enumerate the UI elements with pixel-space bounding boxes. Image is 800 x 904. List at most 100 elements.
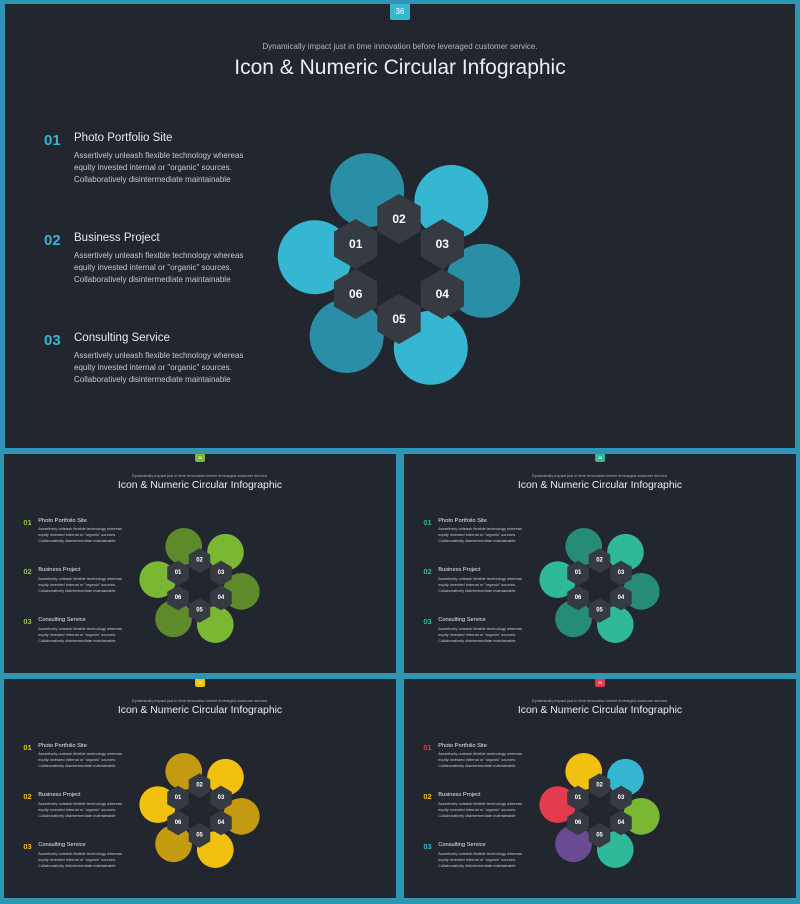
petal-4 [222, 797, 260, 835]
item-title: Photo Portfolio Site [38, 517, 87, 524]
item-title: Business Project [38, 792, 81, 799]
petal-1 [139, 786, 177, 823]
item-description: Assertively unleash flexible technology … [74, 351, 244, 384]
hexagon-label: 04 [218, 595, 225, 601]
hexagon-3 [420, 219, 464, 269]
circular-infographic: 01 02 03 04 05 06 [539, 753, 660, 868]
item-description: Assertively unleash flexible technology … [38, 526, 122, 544]
hexagon-6 [334, 269, 378, 319]
hexagon-2 [188, 548, 211, 574]
hexagon-2 [588, 773, 611, 799]
hexagon-3 [210, 785, 232, 811]
slide-variant-multicolor: 36 Dynamically impact just in time innova… [404, 679, 796, 898]
hexagon-label: 03 [618, 795, 625, 801]
slide-title: Icon & Numeric Circular Infographic [517, 704, 683, 716]
hexagon-label: 01 [349, 237, 363, 251]
slide-title: Icon & Numeric Circular Infographic [517, 479, 683, 491]
hexagon-label: 06 [175, 820, 182, 826]
hexagon-1 [567, 560, 589, 586]
item-title: Photo Portfolio Site [74, 132, 173, 144]
slide-main: 36 Dynamically impact just in time innova… [5, 4, 795, 448]
item-number: 02 [423, 792, 432, 802]
item-number: 03 [23, 841, 32, 851]
petal-4 [222, 572, 260, 610]
petal-3 [414, 165, 489, 239]
hexagon-label: 05 [596, 607, 603, 613]
petal-1 [539, 561, 577, 598]
slide-subtitle: Dynamically impact just in time innovati… [131, 472, 268, 478]
hexagon-5 [188, 597, 211, 623]
item-description: Assertively unleash flexible technology … [38, 751, 122, 769]
petal-1 [277, 220, 352, 295]
hexagon-5 [188, 822, 211, 848]
hexagon-label: 03 [436, 237, 450, 251]
hexagon-label: 01 [575, 795, 582, 801]
hexagon-label: 06 [575, 595, 582, 601]
page-number: 36 [595, 454, 605, 462]
item-title: Consulting Service [438, 841, 486, 848]
hexagon-3 [610, 560, 632, 586]
item-title: Business Project [438, 792, 481, 799]
hexagon-2 [188, 773, 211, 799]
item-number: 01 [423, 517, 432, 527]
hexagon-label: 02 [392, 212, 406, 226]
item-description: Assertively unleash flexible technology … [38, 801, 122, 818]
page-number: 36 [195, 454, 205, 462]
slide-subtitle: Dynamically impact just in time innovati… [131, 697, 268, 703]
hexagon-5 [588, 822, 611, 848]
hexagon-2 [588, 548, 611, 574]
hexagon-2 [377, 194, 421, 244]
slide-variant-green: 36 Dynamically impact just in time innova… [4, 454, 396, 673]
hexagon-1 [167, 785, 189, 811]
item-title: Photo Portfolio Site [438, 742, 487, 749]
hexagon-label: 02 [196, 558, 203, 564]
hexagon-4 [210, 585, 232, 611]
hexagon-5 [588, 597, 611, 623]
petal-4 [622, 572, 660, 610]
item-description: Assertively unleash flexible technology … [74, 251, 244, 284]
hexagon-label: 04 [618, 595, 625, 601]
circular-infographic: 01 02 03 04 05 06 [139, 753, 260, 868]
petal-3 [607, 533, 644, 571]
petal-3 [607, 758, 644, 796]
petal-4 [622, 797, 660, 835]
hexagon-label: 06 [175, 595, 182, 601]
hexagon-label: 01 [575, 570, 582, 576]
item-description: Assertively unleash flexible technology … [438, 576, 522, 593]
item-description: Assertively unleash flexible technology … [438, 526, 522, 544]
page-number: 36 [195, 679, 205, 687]
item-number: 02 [23, 792, 32, 802]
petal-6 [555, 825, 592, 863]
hexagon-4 [610, 810, 632, 836]
item-number: 01 [44, 132, 61, 149]
hexagon-4 [610, 585, 632, 611]
item-number: 01 [23, 742, 32, 752]
item-title: Photo Portfolio Site [38, 742, 87, 749]
hexagon-label: 03 [218, 570, 225, 576]
slide-variant-teal: 36 Dynamically impact just in time innova… [404, 454, 796, 673]
hexagon-label: 03 [618, 570, 625, 576]
hexagon-label: 02 [596, 558, 603, 564]
slide-title: Icon & Numeric Circular Infographic [234, 56, 566, 79]
hexagon-label: 05 [196, 607, 203, 613]
hexagon-3 [610, 785, 632, 811]
hexagon-label: 02 [596, 783, 603, 789]
hexagon-label: 01 [175, 570, 182, 576]
item-number: 03 [23, 616, 32, 626]
item-title: Business Project [38, 567, 81, 574]
petal-3 [207, 533, 244, 571]
circular-infographic: 01 02 03 04 05 06 [277, 153, 521, 385]
petal-1 [139, 561, 177, 598]
hexagon-label: 03 [218, 795, 225, 801]
petal-6 [155, 600, 192, 638]
item-title: Consulting Service [38, 616, 86, 623]
hexagon-6 [167, 585, 189, 611]
hexagon-4 [210, 810, 232, 836]
hexagon-label: 06 [575, 820, 582, 826]
hexagon-label: 05 [596, 832, 603, 838]
petal-4 [446, 243, 521, 318]
slide-variant-yellow: 36 Dynamically impact just in time innova… [4, 679, 396, 898]
hexagon-5 [377, 294, 421, 344]
item-description: Assertively unleash flexible technology … [38, 576, 122, 593]
slide-subtitle: Dynamically impact just in time innovati… [531, 472, 668, 478]
